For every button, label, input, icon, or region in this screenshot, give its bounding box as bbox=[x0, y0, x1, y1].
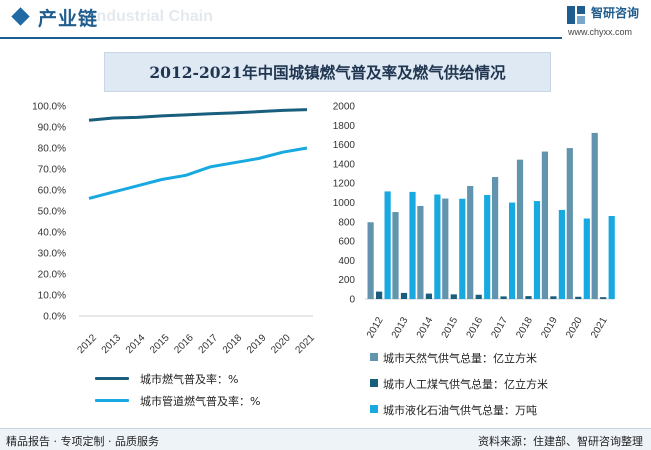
line-y-tick-label: 20.0% bbox=[38, 270, 66, 281]
bar-y-tick-label: 1200 bbox=[333, 179, 356, 190]
bar-y-tick-label: 1400 bbox=[333, 159, 356, 170]
line-x-tick-label: 2019 bbox=[245, 332, 269, 356]
bar-x-tick-label: 2018 bbox=[514, 315, 535, 340]
chart-title-box: 2012-2021年中国城镇燃气普及率及燃气供给情况 bbox=[104, 52, 551, 92]
bar-x-tick-label: 2013 bbox=[390, 315, 411, 340]
header-divider bbox=[0, 37, 562, 39]
footer: 精品报告 · 专项定制 · 品质服务 资料来源：住建部、智研咨询整理 bbox=[0, 428, 651, 450]
line-x-tick-label: 2021 bbox=[293, 332, 317, 356]
artificial-gas-bar bbox=[550, 296, 557, 299]
bar-x-tick-label: 2014 bbox=[415, 315, 436, 340]
natural-gas-bar bbox=[591, 132, 598, 299]
artificial-gas-bar bbox=[575, 296, 582, 299]
natural-gas-bar bbox=[367, 222, 374, 299]
line-y-tick-label: 90.0% bbox=[38, 123, 66, 134]
lpg-bar bbox=[558, 209, 565, 299]
lpg-bar bbox=[484, 194, 491, 299]
artificial-gas-bar bbox=[425, 293, 432, 299]
line-y-tick-label: 50.0% bbox=[38, 207, 66, 218]
lpg-bar bbox=[434, 194, 441, 299]
line-x-tick-label: 2014 bbox=[124, 332, 148, 356]
line-x-tick-label: 2013 bbox=[100, 332, 124, 356]
line-x-tick-label: 2020 bbox=[269, 332, 293, 356]
gas-penetration-line bbox=[88, 108, 308, 122]
header: Industrial Chain 产业链 智研咨询 www.chyxx.com bbox=[0, 0, 651, 37]
legend-square-swatch bbox=[370, 405, 378, 413]
line-x-tick-label: 2017 bbox=[197, 332, 221, 356]
footer-source: 资料来源：住建部、智研咨询整理 bbox=[478, 435, 643, 448]
lpg-bar bbox=[384, 191, 391, 299]
line-y-tick-label: 10.0% bbox=[38, 291, 66, 302]
natural-gas-bar bbox=[467, 185, 474, 299]
section-title: 产业链 bbox=[38, 8, 99, 30]
legend-label: 城市液化石油气供气总量：万吨 bbox=[383, 404, 537, 417]
lpg-bar bbox=[583, 218, 590, 299]
artificial-gas-bar bbox=[450, 294, 457, 299]
footer-tagline: 精品报告 · 专项定制 · 品质服务 bbox=[6, 435, 159, 448]
line-y-tick-label: 40.0% bbox=[38, 228, 66, 239]
line-y-tick-label: 70.0% bbox=[38, 165, 66, 176]
line-x-tick-label: 2018 bbox=[221, 332, 245, 356]
bar-y-tick-label: 2000 bbox=[333, 102, 356, 113]
line-x-tick-label: 2016 bbox=[172, 332, 196, 356]
chart-title: 2012-2021年中国城镇燃气普及率及燃气供给情况 bbox=[149, 63, 506, 82]
legend-label: 城市人工煤气供气总量：亿立方米 bbox=[383, 378, 548, 391]
brand-logo-icon bbox=[567, 6, 585, 24]
legend-label: 城市天然气供气总量：亿立方米 bbox=[383, 352, 537, 365]
charts-canvas: 0.0% 10.0% 20.0% 30.0% 40.0% 50.0% 60.0% 70.0% 8… bbox=[32, 102, 615, 356]
line-y-tick-label: 80.0% bbox=[38, 144, 66, 155]
natural-gas-bar bbox=[442, 198, 449, 299]
artificial-gas-bar bbox=[475, 294, 482, 299]
legend-label: 城市管道燃气普及率：% bbox=[140, 395, 261, 408]
legend-line-swatch bbox=[95, 377, 129, 380]
line-y-tick-label: 30.0% bbox=[38, 249, 66, 260]
bar-y-tick-label: 200 bbox=[338, 275, 355, 286]
bar-y-tick-label: 600 bbox=[338, 237, 355, 248]
bar-y-tick-label: 1000 bbox=[333, 198, 356, 209]
lpg-bar bbox=[459, 198, 466, 299]
line-y-tick-label: 0.0% bbox=[43, 312, 66, 323]
legend-square-swatch bbox=[370, 353, 378, 361]
legend-square-swatch bbox=[370, 379, 378, 387]
legend-line-swatch bbox=[95, 399, 129, 402]
bar-x-tick-label: 2016 bbox=[465, 315, 486, 340]
lpg-bar bbox=[533, 201, 541, 299]
line-y-tick-label: 100.0% bbox=[32, 102, 66, 113]
bar-x-tick-label: 2019 bbox=[539, 315, 560, 340]
legend-label: 城市燃气普及率：% bbox=[140, 373, 239, 386]
artificial-gas-bar bbox=[376, 291, 383, 299]
lpg-bar bbox=[409, 191, 416, 299]
header-background-text: Industrial Chain bbox=[92, 8, 213, 25]
artificial-gas-bar bbox=[500, 296, 507, 299]
lpg-bar bbox=[509, 202, 516, 299]
brand-url: www.chyxx.com bbox=[568, 27, 633, 37]
artificial-gas-bar bbox=[600, 297, 607, 299]
bar-y-tick-label: 400 bbox=[338, 256, 355, 267]
bar-x-tick-label: 2017 bbox=[489, 315, 510, 340]
line-y-tick-label: 60.0% bbox=[38, 186, 66, 197]
natural-gas-bar bbox=[566, 148, 573, 299]
line-x-tick-label: 2015 bbox=[148, 332, 172, 356]
line-x-tick-label: 2012 bbox=[75, 332, 99, 356]
bar-x-tick-label: 2012 bbox=[365, 315, 386, 340]
bar-y-tick-label: 800 bbox=[338, 217, 355, 228]
natural-gas-bar bbox=[392, 212, 399, 299]
bar-y-tick-label: 1800 bbox=[333, 121, 356, 132]
pipeline-gas-penetration-line bbox=[88, 146, 308, 200]
bar-x-tick-label: 2021 bbox=[589, 315, 610, 340]
natural-gas-bar bbox=[417, 205, 424, 299]
artificial-gas-bar bbox=[400, 292, 408, 299]
bar-y-tick-label: 1600 bbox=[333, 140, 356, 151]
natural-gas-bar bbox=[541, 151, 548, 299]
natural-gas-bar bbox=[516, 159, 524, 299]
natural-gas-bar bbox=[492, 177, 499, 299]
bar-y-tick-label: 0 bbox=[349, 295, 355, 306]
bar-x-tick-label: 2020 bbox=[564, 315, 585, 340]
lpg-bar bbox=[608, 216, 615, 299]
artificial-gas-bar bbox=[525, 296, 532, 299]
brand-name: 智研咨询 bbox=[591, 6, 640, 20]
bar-x-tick-label: 2015 bbox=[440, 315, 461, 340]
